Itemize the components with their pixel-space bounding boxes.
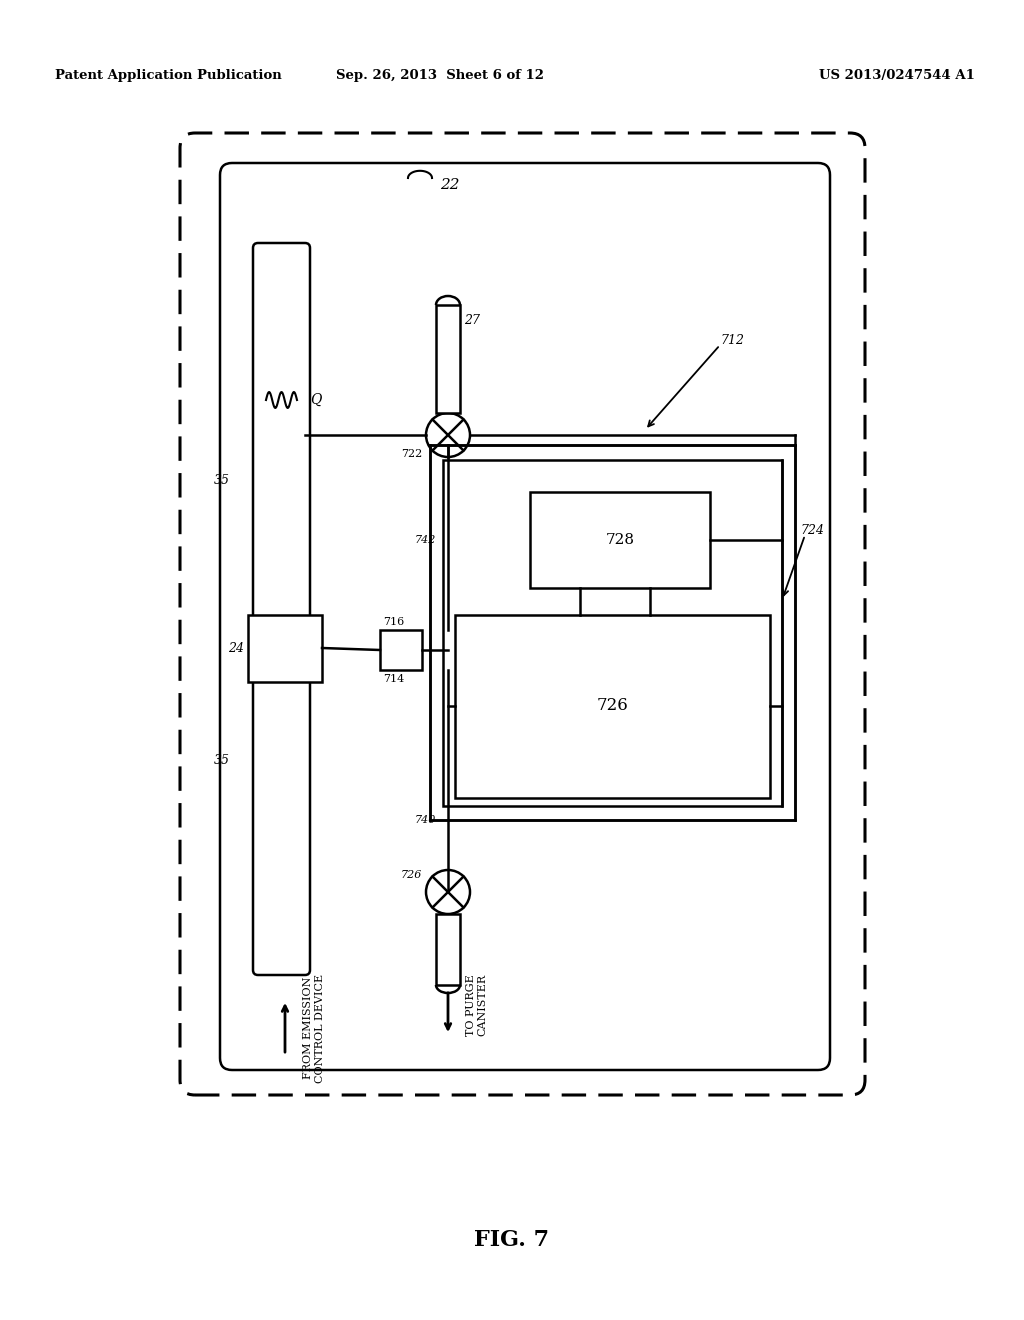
Bar xyxy=(455,615,770,799)
Text: Q: Q xyxy=(310,393,322,407)
Text: FROM EMISSION
CONTROL DEVICE: FROM EMISSION CONTROL DEVICE xyxy=(303,973,325,1082)
Text: 740: 740 xyxy=(415,814,436,825)
Text: FIG. 7: FIG. 7 xyxy=(474,1229,550,1251)
Text: 35: 35 xyxy=(214,474,230,487)
Bar xyxy=(380,630,422,671)
Text: 714: 714 xyxy=(383,675,404,684)
Text: Sep. 26, 2013  Sheet 6 of 12: Sep. 26, 2013 Sheet 6 of 12 xyxy=(336,69,544,82)
Text: 726: 726 xyxy=(400,870,422,880)
Text: 728: 728 xyxy=(605,533,635,546)
Text: 726: 726 xyxy=(596,697,628,714)
Bar xyxy=(530,492,710,587)
Bar xyxy=(436,913,460,985)
Text: 724: 724 xyxy=(800,524,824,536)
Text: 742: 742 xyxy=(415,535,436,545)
Bar xyxy=(248,615,322,682)
Text: Patent Application Publication: Patent Application Publication xyxy=(55,69,282,82)
Text: US 2013/0247544 A1: US 2013/0247544 A1 xyxy=(819,69,975,82)
Text: TO PURGE
CANISTER: TO PURGE CANISTER xyxy=(466,974,487,1036)
Text: 35: 35 xyxy=(214,754,230,767)
Text: 716: 716 xyxy=(383,616,404,627)
Text: 27: 27 xyxy=(464,314,480,326)
Text: 712: 712 xyxy=(720,334,744,346)
Text: 22: 22 xyxy=(440,178,460,191)
Text: 24: 24 xyxy=(228,642,244,655)
Bar xyxy=(436,305,460,413)
FancyBboxPatch shape xyxy=(253,243,310,975)
Bar xyxy=(443,459,782,807)
Bar xyxy=(430,445,795,820)
Text: 722: 722 xyxy=(400,449,422,459)
